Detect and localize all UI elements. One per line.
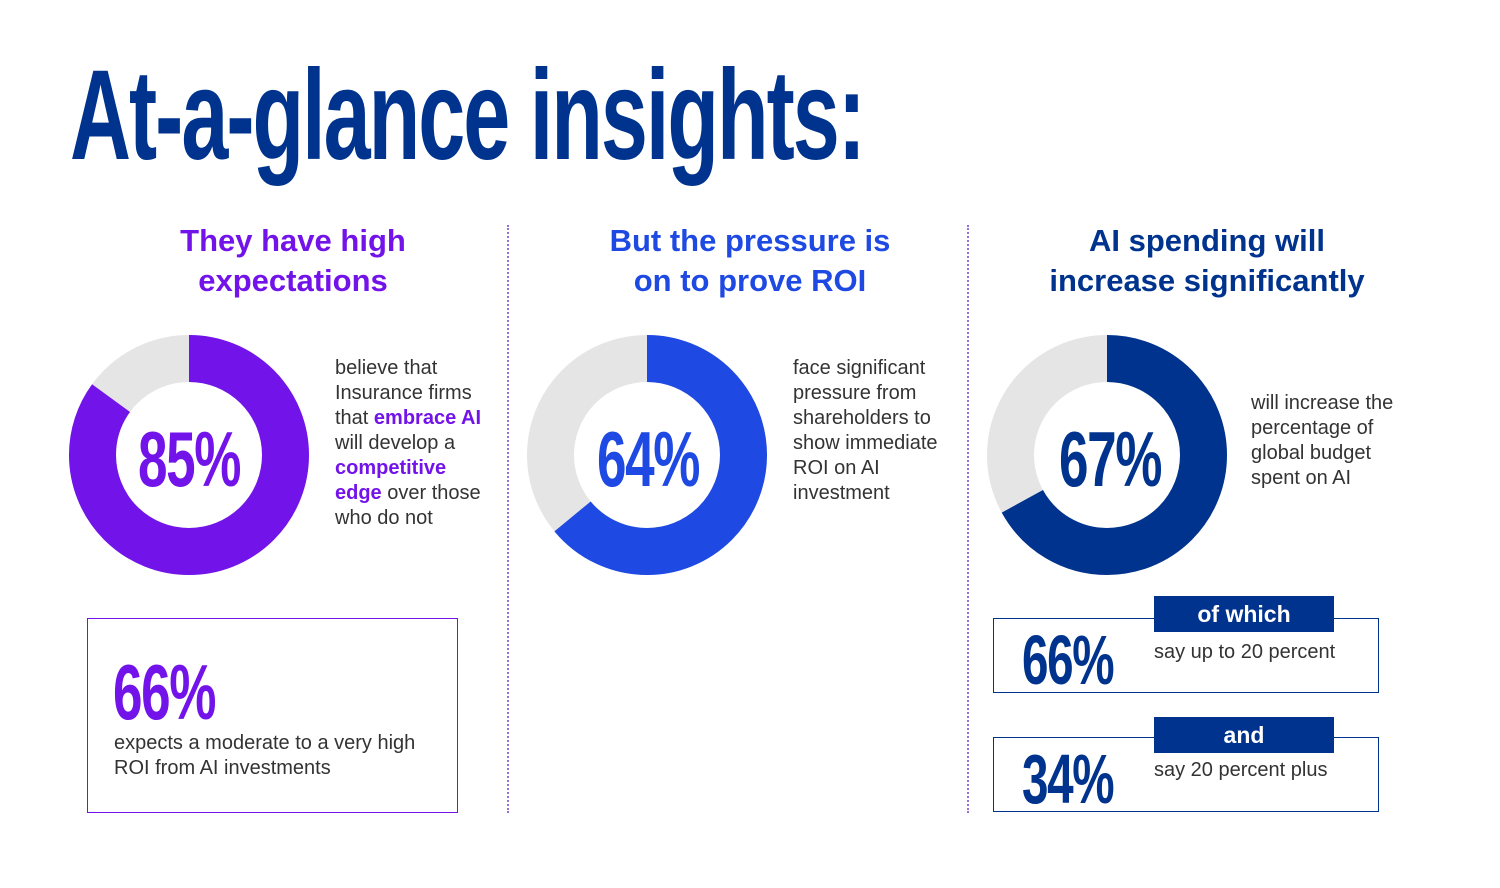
highlight-text: competitive edge: [335, 457, 447, 504]
roi-stat-box: 66% expects a moderate to a very high RO…: [87, 618, 458, 813]
description-text: will increase the percentage of global b…: [1251, 392, 1394, 489]
breakdown-1-label: of which: [1154, 596, 1334, 632]
donut-3-label: 67%: [1059, 415, 1162, 503]
page-title: At-a-glance insights:: [70, 44, 866, 187]
description-text: face significant pressure from sharehold…: [793, 357, 938, 504]
column-2-heading: But the pressure is on to prove ROI: [530, 221, 970, 301]
donut-value-slice: [69, 335, 309, 575]
breakdown-2-value: 34%: [1022, 740, 1115, 818]
heading-line: They have high: [180, 223, 406, 258]
description-text: believe that Insurance firms that: [335, 357, 472, 429]
description-text: will develop a: [335, 432, 456, 454]
column-3-heading: AI spending will increase significantly: [987, 221, 1427, 301]
breakdown-2-text: say 20 percent plus: [1154, 759, 1328, 781]
heading-line: expectations: [198, 263, 388, 298]
donut-2-label: 64%: [597, 415, 700, 503]
donut-chart-3: [987, 335, 1227, 575]
donut-chart-2: [527, 335, 767, 575]
heading-line: on to prove ROI: [633, 263, 867, 298]
breakdown-2-label: and: [1154, 717, 1334, 753]
column-divider: [967, 225, 969, 813]
breakdown-1-value: 66%: [1022, 621, 1115, 699]
donut-1-label: 85%: [138, 415, 241, 503]
highlight-text: embrace AI: [373, 407, 482, 429]
heading-line: increase significantly: [1049, 263, 1365, 298]
column-3-description: will increase the percentage of global b…: [1251, 391, 1421, 491]
description-text: over those who do not: [335, 482, 481, 529]
roi-stat-text: expects a moderate to a very high ROI fr…: [114, 732, 416, 779]
breakdown-box-1: 66% say up to 20 percent: [993, 618, 1379, 699]
column-1-description: believe that Insurance firms that embrac…: [335, 356, 495, 531]
breakdown-1-text: say up to 20 percent: [1154, 641, 1336, 663]
donut-chart-1: [69, 335, 309, 575]
heading-line: AI spending will: [1089, 223, 1325, 258]
column-2-description: face significant pressure from sharehold…: [793, 356, 943, 506]
column-1-heading: They have high expectations: [73, 221, 513, 301]
donut-value-slice: [527, 335, 767, 575]
column-divider: [507, 225, 509, 813]
donut-value-slice: [987, 335, 1227, 575]
breakdown-box-2: 34% say 20 percent plus: [993, 737, 1379, 818]
heading-line: But the pressure is: [609, 223, 891, 258]
roi-stat-value: 66%: [113, 648, 216, 736]
